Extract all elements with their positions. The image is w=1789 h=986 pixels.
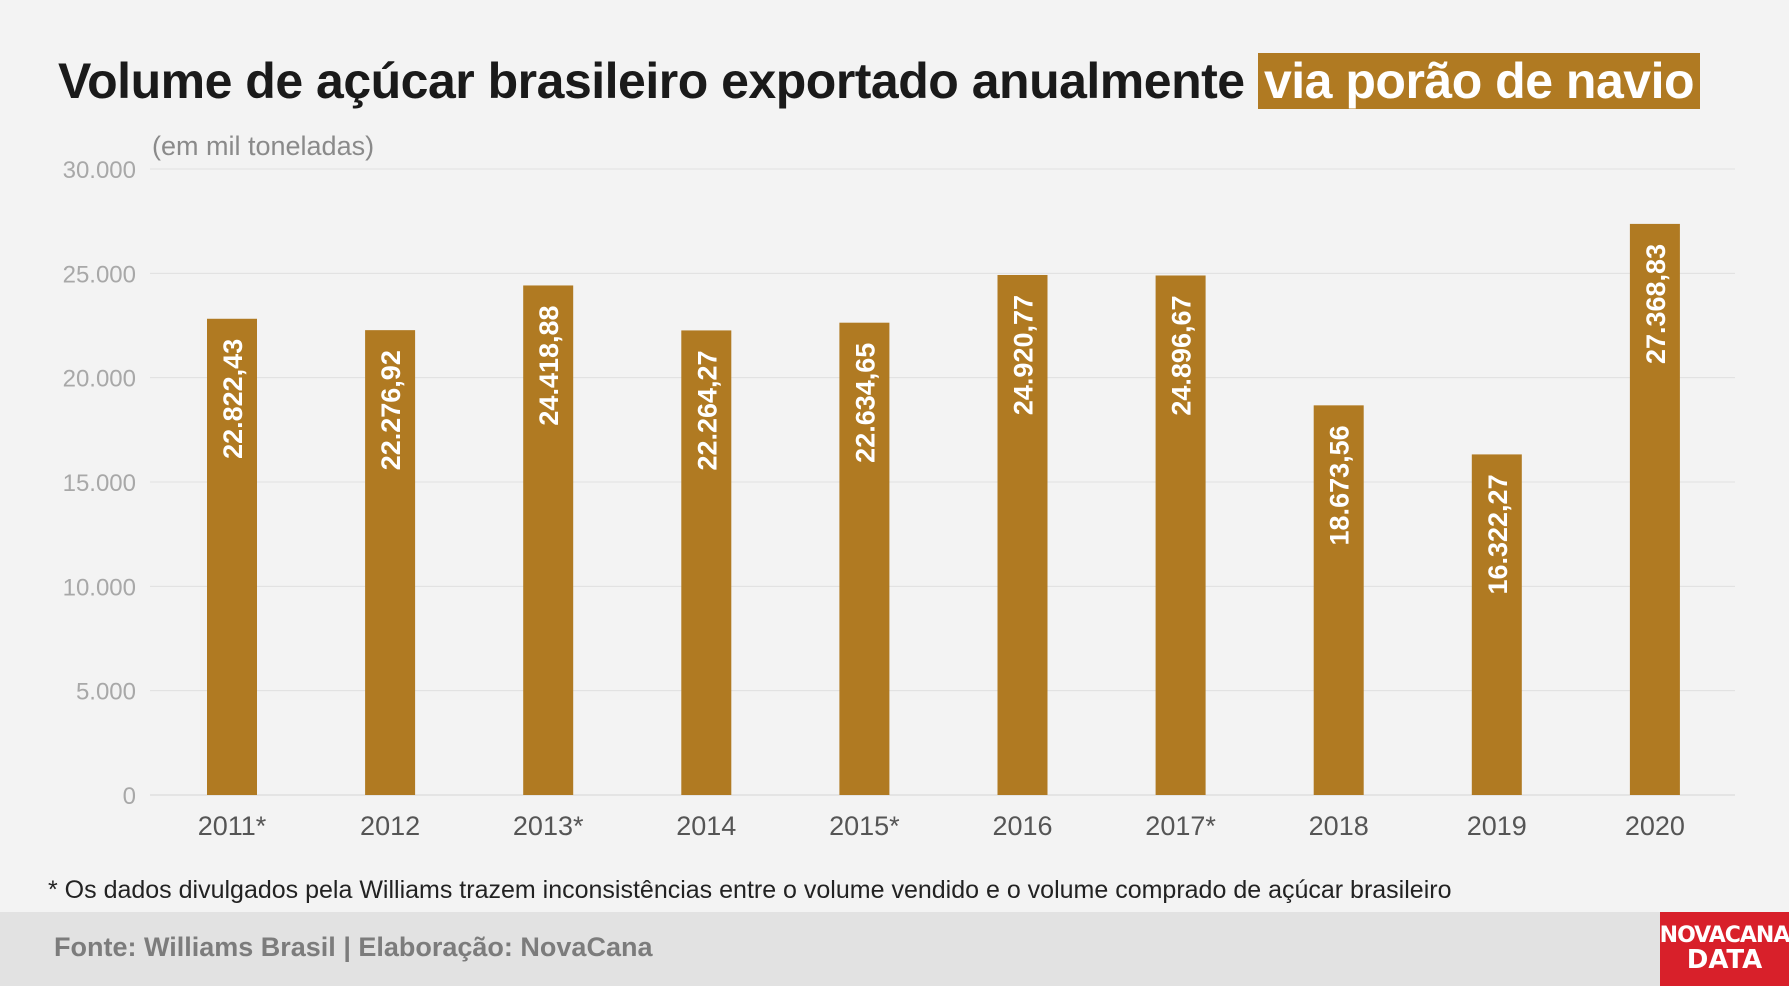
y-tick-label: 15.000 (63, 470, 136, 497)
bar (523, 285, 574, 795)
chart-subtitle: (em mil toneladas) (152, 131, 375, 161)
y-tick-label: 5.000 (76, 679, 136, 706)
x-tick-label: 2013* (513, 811, 584, 841)
bar (839, 322, 890, 795)
y-tick-label: 25.000 (63, 261, 136, 288)
bar-value-label: 22.634,65 (850, 343, 880, 463)
y-tick-label: 30.000 (63, 157, 136, 184)
x-tick-label: 2014 (676, 811, 736, 841)
footer-bar: Fonte: Williams Brasil | Elaboração: Nov… (0, 912, 1789, 986)
x-tick-label: 2015* (829, 811, 900, 841)
title-highlight: via porão de navio (1257, 53, 1700, 109)
logo-line-2: DATA (1686, 945, 1763, 975)
bar-value-label: 22.264,27 (692, 350, 722, 470)
bar-value-label: 22.276,92 (376, 350, 406, 470)
title-main: Volume de açúcar brasileiro exportado an… (58, 53, 1245, 109)
source-credit: Fonte: Williams Brasil | Elaboração: Nov… (54, 932, 653, 962)
bar-value-label: 27.368,83 (1641, 244, 1671, 364)
y-tick-label: 20.000 (63, 366, 136, 393)
x-tick-label: 2020 (1625, 811, 1685, 841)
x-tick-label: 2018 (1309, 811, 1369, 841)
bar (1155, 275, 1206, 795)
bar (1629, 223, 1680, 795)
y-tick-label: 0 (123, 783, 136, 810)
bar (997, 274, 1048, 796)
bar-chart: 0 5.000 10.000 15.000 20.000 25.000 30.000 22.8… (63, 157, 1735, 841)
x-tick-label: 2017* (1145, 811, 1216, 841)
chart-title: Volume de açúcar brasileiro exportado an… (58, 52, 1700, 110)
bar (1471, 454, 1522, 795)
bar (365, 330, 416, 795)
logo-line-1: NOVACANA (1659, 923, 1789, 948)
bar-value-label: 18.673,56 (1325, 425, 1355, 545)
bar-value-label: 24.920,77 (1009, 295, 1039, 415)
bar-value-label: 16.322,27 (1483, 474, 1513, 594)
novacana-data-logo: NOVACANA DATA (1660, 912, 1789, 986)
bar-value-label: 22.822,43 (218, 339, 248, 459)
x-tick-label: 2011* (198, 811, 267, 841)
x-tick-label: 2016 (992, 811, 1052, 841)
bar (681, 330, 732, 795)
bar-value-label: 24.418,88 (534, 305, 564, 425)
bar-value-label: 24.896,67 (1167, 295, 1197, 415)
footnote: * Os dados divulgados pela Williams traz… (48, 876, 1452, 904)
y-tick-label: 10.000 (63, 574, 136, 601)
x-tick-label: 2012 (360, 811, 420, 841)
x-tick-label: 2019 (1467, 811, 1527, 841)
bar (1313, 405, 1364, 795)
bar (207, 318, 257, 795)
